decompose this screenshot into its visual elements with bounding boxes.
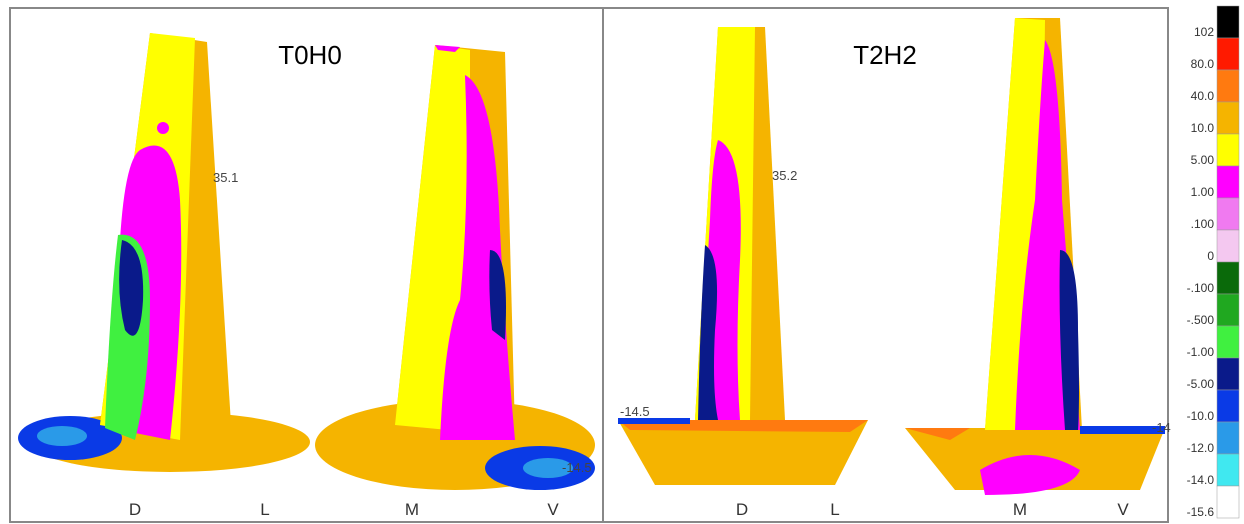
annotation: -14: [1152, 420, 1171, 435]
fin-contour: [315, 45, 595, 490]
legend-swatch: [1216, 165, 1240, 199]
legend-swatch: [1216, 389, 1240, 423]
annotation: -14.5: [620, 404, 650, 419]
legend-label: 102: [1194, 25, 1214, 39]
panel-frame: [602, 7, 1169, 523]
legend-swatch: [1216, 133, 1240, 167]
legend-swatch: [1216, 197, 1240, 231]
axis-label: V: [1117, 500, 1129, 519]
fin-contour: [905, 18, 1165, 495]
legend-label: 80.0: [1191, 57, 1215, 71]
axis-label: M: [405, 500, 419, 519]
color-legend: 102 80.0 40.0 10.0 5.00 1.00 .100 0 -.100 -.500 -1…: [1187, 5, 1240, 519]
legend-label: -.500: [1187, 313, 1215, 327]
axis-label: M: [1013, 500, 1027, 519]
legend-label: 40.0: [1191, 89, 1215, 103]
axis-label: V: [547, 500, 559, 519]
legend-swatch: [1216, 357, 1240, 391]
legend-swatch: [1216, 5, 1240, 39]
legend-label: -12.0: [1187, 441, 1215, 455]
panel-title: T0H0: [278, 40, 342, 70]
legend-label: -15.6: [1187, 505, 1215, 519]
legend-swatch: [1216, 69, 1240, 103]
legend-label: -5.00: [1187, 377, 1215, 391]
legend-label: 0: [1207, 249, 1214, 263]
fin-contour: [618, 27, 868, 485]
annotation: 35.1: [213, 170, 238, 185]
legend-swatch: [1216, 101, 1240, 135]
legend-swatch: [1216, 261, 1240, 295]
legend-swatch: [1216, 453, 1240, 487]
axis-label: L: [830, 500, 839, 519]
legend-label: -1.00: [1187, 345, 1215, 359]
legend-swatch: [1216, 485, 1240, 519]
legend-label: -10.0: [1187, 409, 1215, 423]
fin-contour: [18, 33, 310, 472]
legend-label: 10.0: [1191, 121, 1215, 135]
legend-label: 1.00: [1191, 185, 1215, 199]
annotation: -14.5: [562, 460, 592, 475]
panel-title: T2H2: [853, 40, 917, 70]
legend-swatch: [1216, 421, 1240, 455]
axis-label: L: [260, 500, 269, 519]
legend-label: 5.00: [1191, 153, 1215, 167]
legend-swatch: [1216, 293, 1240, 327]
legend-swatch: [1216, 229, 1240, 263]
axis-label: D: [129, 500, 141, 519]
legend-swatch: [1216, 325, 1240, 359]
legend-swatch: [1216, 37, 1240, 71]
legend-label: -14.0: [1187, 473, 1215, 487]
legend-label: -.100: [1187, 281, 1215, 295]
legend-label: .100: [1191, 217, 1215, 231]
annotation: 35.2: [772, 168, 797, 183]
axis-label: D: [736, 500, 748, 519]
